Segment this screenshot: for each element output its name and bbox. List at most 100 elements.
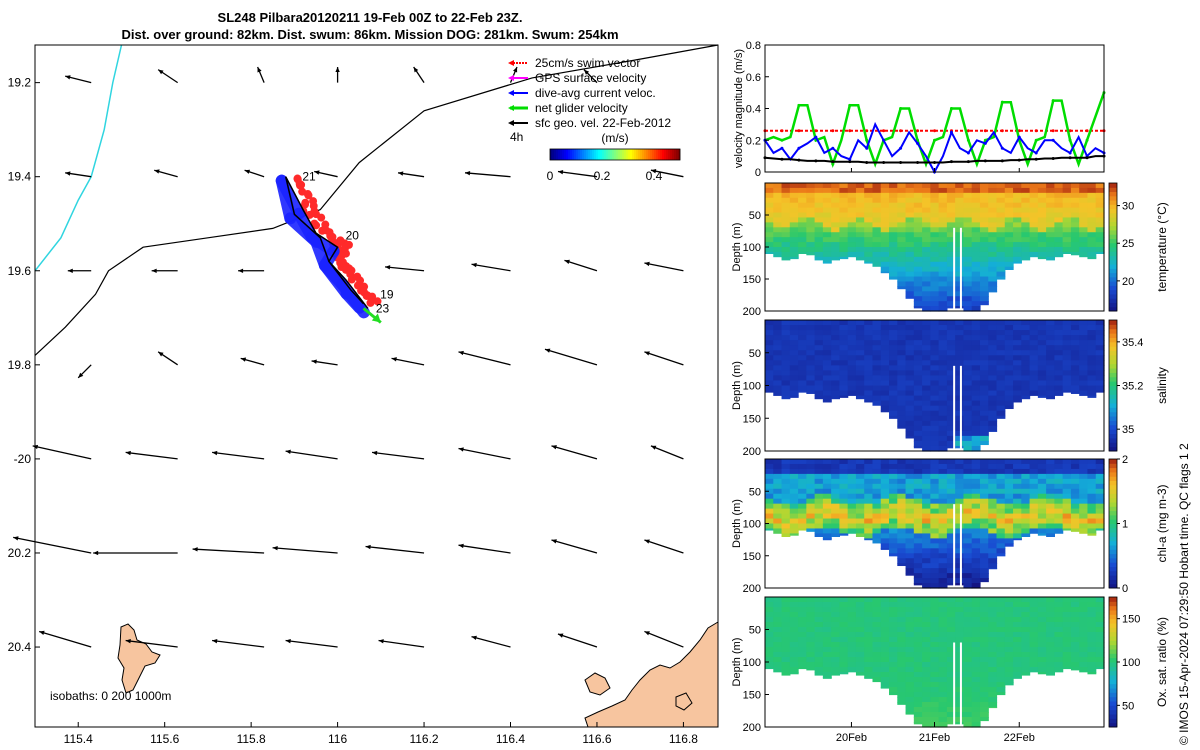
velocity-point (814, 129, 818, 133)
sfc-velocity-arrowhead (65, 171, 71, 176)
swim-vector-patch (309, 197, 318, 206)
swim-vector-patch (366, 298, 375, 307)
sfc-velocity-arrowhead (471, 262, 477, 268)
depth-tick-label: 150 (743, 551, 761, 563)
velocity-point (780, 138, 784, 142)
swim-vector-patch (312, 221, 321, 230)
velocity-point (899, 160, 903, 164)
velocity-point (933, 129, 936, 133)
sfc-velocity-arrow (458, 351, 511, 366)
velocity-point (848, 129, 852, 133)
track-day-label: 19 (380, 287, 394, 301)
net-velocity-arrowhead (371, 313, 381, 323)
velocity-point (1051, 138, 1055, 142)
depth-tick-label: 200 (743, 446, 761, 458)
sfc-velocity-arrowhead (311, 359, 317, 364)
legend-extra-label: 4h (510, 130, 523, 144)
map-y-tick-label: 19.8 (8, 358, 32, 372)
velocity-point (983, 159, 987, 163)
legend-arrowhead (508, 120, 514, 126)
map-y-tick-label: 20.4 (8, 640, 32, 654)
time-tick-label: 20Feb (836, 732, 867, 744)
isobath-200-line (34, 44, 719, 356)
velocity-point (1051, 99, 1055, 103)
chart-title-line1: SL248 Pilbara20120211 19-Feb 00Z to 22-F… (217, 10, 523, 25)
track-day-label: 23 (376, 301, 390, 315)
velocity-point (797, 129, 801, 133)
sfc-velocity-arrow (650, 445, 684, 460)
velocity-point (966, 138, 970, 142)
velocity-point (1068, 138, 1072, 142)
sfc-velocity-arrowhead (238, 268, 244, 273)
map-y-tick-label: 19.6 (8, 264, 32, 278)
sfc-velocity-arrowhead (154, 169, 160, 174)
depth-tick-label: 100 (743, 381, 761, 393)
velocity-point (1000, 100, 1004, 104)
map-x-tick-label: 116.8 (669, 732, 698, 746)
map-x-tick-label: 116.6 (582, 732, 611, 746)
sfc-velocity-arrowhead (67, 268, 73, 273)
data-gap (953, 365, 956, 451)
colorbar-tick-label: 35 (1122, 424, 1134, 436)
sfc-velocity-arrow (644, 351, 684, 366)
sfc-velocity-arrowhead (471, 635, 477, 641)
time-tick-label: 22Feb (1004, 732, 1035, 744)
sfc-velocity-arrowhead (583, 69, 590, 75)
colorbar-tick-label: 30 (1122, 201, 1134, 213)
sfc-velocity-arrowhead (398, 171, 404, 176)
velocity-point (1034, 138, 1038, 142)
velocity-point (1051, 157, 1055, 161)
sfc-velocity-arrowhead (158, 351, 164, 357)
colorbar-tick-label: 100 (1122, 657, 1140, 669)
sfc-velocity-arrowhead (372, 450, 378, 456)
velocity-point (916, 141, 920, 145)
sfc-velocity-arrowhead (385, 265, 391, 270)
map-x-tick-label: 115.4 (64, 732, 93, 746)
sfc-velocity-arrow (644, 630, 684, 648)
sfc-velocity-arrow (212, 639, 265, 648)
sfc-velocity-arrowhead (564, 259, 570, 264)
credit-text: © IMOS 15-Apr-2024 07:29:50 Hobart time.… (1177, 443, 1191, 745)
velocity-point (882, 129, 886, 133)
velocity-point (1051, 129, 1055, 133)
velocity-point (797, 103, 801, 107)
velocity-point (966, 160, 970, 164)
sfc-velocity-arrow (551, 539, 598, 554)
swim-vector-patch (318, 226, 327, 235)
depth-tick-label: 50 (749, 486, 761, 498)
colorbar-title: (m/s) (601, 131, 628, 145)
legend-label: dive-avg current veloc. (535, 86, 656, 100)
sfc-velocity-arrow (378, 639, 425, 648)
sfc-velocity-arrowhead (650, 445, 657, 450)
velocity-point (949, 130, 953, 134)
islet-land (584, 672, 611, 696)
velocity-point (780, 129, 784, 133)
data-gap (959, 227, 962, 311)
island-land (117, 623, 161, 694)
sfc-velocity-arrowhead (551, 445, 557, 450)
velocity-y-tick-label: 0 (755, 167, 761, 179)
map-x-tick-label: 116.2 (409, 732, 438, 746)
sfc-velocity-arrow (13, 536, 92, 554)
velocity-point (1017, 135, 1021, 139)
track-day-label: 21 (302, 170, 316, 184)
velocity-point (899, 107, 903, 110)
sfc-velocity-arrow (365, 545, 425, 554)
sfc-velocity-arrowhead (244, 169, 251, 174)
swim-vector-patch (347, 266, 356, 275)
velocity-y-tick-label: 0.8 (746, 40, 761, 52)
velocity-point (966, 151, 970, 155)
current-vector-band (275, 174, 297, 225)
legend-label: 25cm/s swim vector (535, 56, 640, 70)
data-gap (953, 227, 956, 311)
velocity-point (831, 160, 835, 164)
sfc-velocity-arrowhead (551, 539, 557, 544)
sfc-velocity-arrowhead (413, 67, 419, 73)
velocity-point (1085, 138, 1089, 142)
velocity-point (1068, 151, 1072, 155)
legend-arrowhead (508, 60, 514, 66)
sfc-velocity-arrowhead (257, 67, 262, 73)
colorbar-tick-label: 0 (547, 169, 554, 183)
velocity-point (865, 138, 869, 142)
